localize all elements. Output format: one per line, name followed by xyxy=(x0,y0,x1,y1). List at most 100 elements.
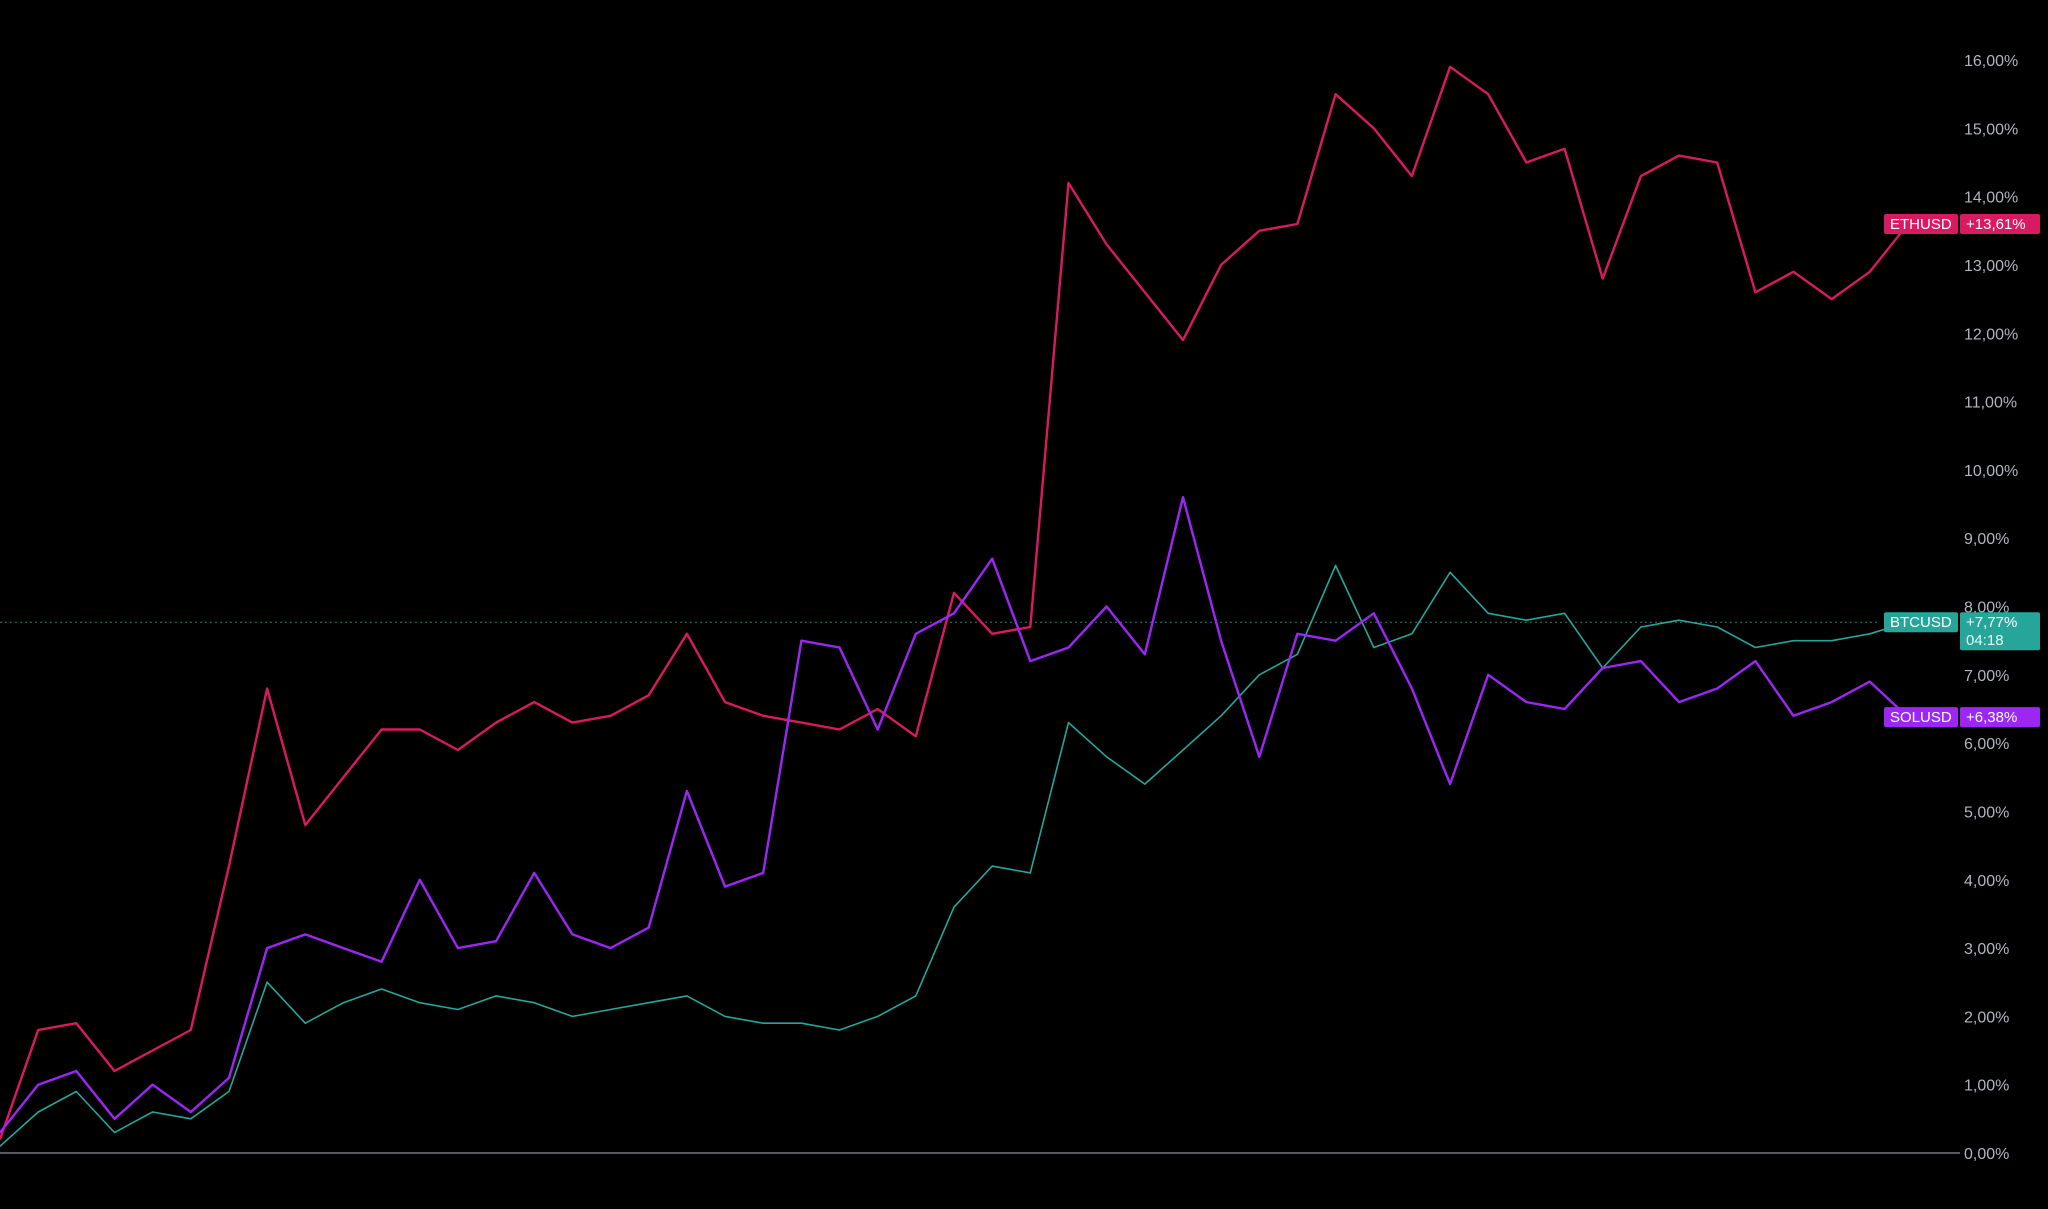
data-point-ethusd-48 xyxy=(1830,298,1833,300)
data-point-solusd-33 xyxy=(1258,756,1261,758)
data-point-ethusd-18 xyxy=(686,633,688,635)
data-point-ethusd-23 xyxy=(876,708,879,710)
series-name-label: BTCUSD xyxy=(1890,614,1952,631)
data-point-ethusd-21 xyxy=(800,721,803,724)
data-point-btcusd-44 xyxy=(1678,619,1680,621)
data-point-solusd-35 xyxy=(1334,639,1337,642)
data-point-btcusd-22 xyxy=(838,1029,841,1031)
data-point-solusd-41 xyxy=(1563,708,1566,710)
data-point-btcusd-49 xyxy=(1869,633,1871,635)
data-point-ethusd-22 xyxy=(838,728,841,731)
y-tick-label: 12,00% xyxy=(1964,326,2018,343)
data-point-solusd-19 xyxy=(724,885,726,888)
y-tick-label: 11,00% xyxy=(1964,395,2017,412)
data-point-btcusd-29 xyxy=(1105,756,1108,758)
data-point-ethusd-4 xyxy=(151,1049,154,1052)
data-point-ethusd-19 xyxy=(724,701,726,703)
data-point-btcusd-7 xyxy=(266,981,268,983)
series-value-badge-solusd xyxy=(1960,707,2040,728)
data-point-ethusd-1 xyxy=(37,1029,39,1031)
data-point-solusd-32 xyxy=(1220,639,1222,642)
series-name-badge-btcusd xyxy=(1884,612,1958,633)
series-value-label: +7,77% xyxy=(1966,614,2017,631)
data-point-btcusd-4 xyxy=(151,1111,154,1113)
y-tick-label: 13,00% xyxy=(1964,258,2018,275)
data-point-btcusd-18 xyxy=(686,995,688,997)
data-point-btcusd-5 xyxy=(190,1118,192,1120)
data-point-btcusd-2 xyxy=(75,1090,78,1093)
data-point-solusd-18 xyxy=(686,790,688,792)
data-point-btcusd-24 xyxy=(915,995,917,997)
data-point-solusd-44 xyxy=(1678,701,1680,703)
data-point-ethusd-29 xyxy=(1105,243,1108,246)
data-point-ethusd-30 xyxy=(1144,291,1146,294)
data-point-ethusd-27 xyxy=(1029,626,1032,628)
data-point-solusd-24 xyxy=(915,633,917,635)
series-name-label: ETHUSD xyxy=(1890,216,1952,233)
data-point-btcusd-30 xyxy=(1144,783,1146,785)
data-point-solusd-27 xyxy=(1029,660,1032,662)
data-point-solusd-7 xyxy=(266,947,268,949)
data-point-solusd-39 xyxy=(1487,674,1489,676)
data-point-btcusd-40 xyxy=(1525,619,1528,621)
series-value-label: +6,38% xyxy=(1966,709,2017,726)
data-point-ethusd-8 xyxy=(304,824,307,826)
y-tick-label: 10,00% xyxy=(1964,463,2018,480)
data-point-btcusd-37 xyxy=(1411,633,1413,635)
y-tick-label: 9,00% xyxy=(1964,531,2009,548)
data-point-ethusd-6 xyxy=(228,865,230,867)
y-tick-label: 6,00% xyxy=(1964,736,2009,753)
data-point-solusd-30 xyxy=(1144,653,1146,656)
data-point-solusd-23 xyxy=(876,728,879,731)
data-point-ethusd-15 xyxy=(571,721,574,724)
data-point-ethusd-16 xyxy=(609,715,612,717)
data-point-ethusd-28 xyxy=(1067,182,1070,184)
y-tick-label: 0,00% xyxy=(1964,1146,2009,1163)
data-point-btcusd-27 xyxy=(1029,872,1032,874)
data-point-solusd-2 xyxy=(75,1070,78,1072)
data-point-ethusd-10 xyxy=(380,728,383,731)
data-point-ethusd-40 xyxy=(1525,161,1528,164)
data-point-ethusd-17 xyxy=(647,694,650,697)
data-point-solusd-31 xyxy=(1182,496,1184,499)
data-point-solusd-10 xyxy=(380,960,383,963)
y-tick-label: 16,00% xyxy=(1964,53,2018,70)
data-point-ethusd-12 xyxy=(457,749,459,751)
data-point-ethusd-14 xyxy=(533,701,535,703)
data-point-ethusd-24 xyxy=(915,735,917,738)
data-point-btcusd-0 xyxy=(0,1145,1,1147)
data-point-btcusd-16 xyxy=(609,1008,612,1011)
data-point-solusd-38 xyxy=(1449,783,1451,785)
data-point-btcusd-39 xyxy=(1487,612,1489,615)
data-point-btcusd-45 xyxy=(1716,626,1718,628)
data-point-btcusd-15 xyxy=(571,1015,574,1018)
data-point-solusd-49 xyxy=(1869,680,1871,683)
data-point-btcusd-6 xyxy=(228,1090,230,1093)
y-tick-label: 7,00% xyxy=(1964,668,2009,685)
data-point-btcusd-13 xyxy=(495,995,497,997)
series-line-ethusd xyxy=(0,65,1909,1140)
data-point-btcusd-33 xyxy=(1258,674,1261,676)
data-point-ethusd-36 xyxy=(1373,127,1375,130)
y-tick-label: 5,00% xyxy=(1964,804,2009,821)
data-point-solusd-47 xyxy=(1792,715,1795,717)
data-point-btcusd-36 xyxy=(1373,646,1375,649)
data-point-ethusd-43 xyxy=(1640,175,1642,177)
data-point-btcusd-14 xyxy=(533,1001,535,1004)
data-point-ethusd-38 xyxy=(1449,66,1451,68)
data-point-ethusd-13 xyxy=(495,721,497,724)
data-point-ethusd-25 xyxy=(953,592,955,594)
data-point-btcusd-35 xyxy=(1334,564,1337,567)
series-line-btcusd xyxy=(0,564,1909,1147)
data-point-ethusd-42 xyxy=(1601,277,1604,280)
data-point-solusd-40 xyxy=(1525,701,1528,703)
series-value-badge-ethusd xyxy=(1960,213,2040,234)
data-point-solusd-5 xyxy=(190,1111,192,1113)
data-point-ethusd-32 xyxy=(1220,264,1222,266)
data-point-ethusd-5 xyxy=(190,1029,192,1031)
y-tick-label: 2,00% xyxy=(1964,1009,2009,1026)
data-point-btcusd-38 xyxy=(1449,571,1451,574)
data-point-solusd-20 xyxy=(762,872,764,874)
